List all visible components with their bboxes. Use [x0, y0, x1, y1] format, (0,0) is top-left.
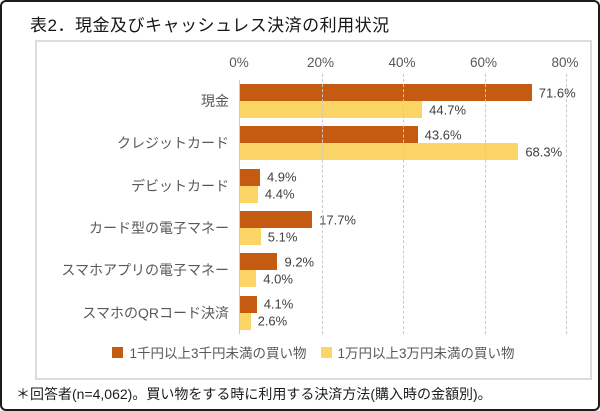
bar-row: 9.2% 4.0% — [240, 249, 566, 291]
axis-tick-label: 40% — [388, 55, 416, 70]
axis-tick-label: 20% — [306, 55, 335, 70]
bar-row: 43.6% 68.3% — [240, 122, 566, 164]
x-axis: 0% 20% 40% 60% 80% — [229, 55, 578, 73]
gridline — [484, 74, 486, 334]
category-label: カード型の電子マネー — [89, 220, 229, 237]
page-title: 表2．現金及びキャッシュレス決済の利用状況 — [30, 16, 390, 35]
legend-label-series-2: 1万円以上3万円未満の買い物 — [337, 346, 515, 361]
bar-series-1 — [240, 126, 418, 144]
value-label: 4.4% — [264, 186, 295, 202]
bar-rows: 71.6% 44.7% 43.6% 68.3% 4.9% 4.4% 17.7% 5.1% 9.2… — [240, 80, 576, 334]
bar-row: 4.1% 2.6% — [240, 292, 566, 334]
gridline — [321, 74, 323, 334]
category-label: クレジットカード — [117, 135, 229, 152]
bar-series-1 — [240, 84, 532, 102]
chart-area: 0% 20% 40% 60% 80% 現金クレジットカードデビットカードカード型の電子マ… — [35, 40, 592, 380]
value-label: 71.6% — [538, 85, 576, 101]
value-label: 17.7% — [319, 212, 356, 228]
axis-tick-label: 80% — [551, 55, 579, 70]
category-label: デビットカード — [131, 177, 229, 194]
bar-series-2 — [240, 270, 257, 288]
bar-series-1 — [240, 211, 313, 229]
bar-row: 4.9% 4.4% — [240, 165, 566, 207]
category-label: 現金 — [201, 93, 229, 110]
gridline — [566, 74, 567, 334]
legend-marker-series-2 — [320, 346, 332, 358]
plot-area: 71.6% 44.7% 43.6% 68.3% 4.9% 4.4% 17.7% 5.1% 9.2… — [239, 74, 576, 334]
gridline — [403, 74, 404, 334]
bar-series-2 — [240, 101, 423, 119]
value-label: 68.3% — [525, 144, 563, 160]
value-label: 9.2% — [284, 254, 315, 270]
category-label: スマホのQRコード決済 — [82, 304, 229, 321]
bar-series-1 — [240, 168, 260, 186]
value-label: 4.0% — [263, 271, 293, 287]
axis-tick-label: 0% — [229, 55, 249, 70]
bar-series-1 — [240, 295, 257, 313]
bar-row: 17.7% 5.1% — [240, 207, 566, 249]
legend-marker-series-1 — [112, 346, 124, 358]
legend: 1千円以上3千円未満の買い物 1万円以上3万円未満の買い物 — [37, 342, 590, 362]
value-label: 5.1% — [267, 229, 298, 245]
value-label: 4.1% — [263, 296, 294, 312]
value-label: 4.9% — [266, 169, 297, 185]
legend-item-series-1: 1千円以上3千円未満の買い物 — [112, 342, 307, 362]
footnote: ＊回答者(n=4,062)。買い物をする時に利用する決済方法(購入時の金額別)。 — [16, 386, 492, 402]
bar-series-2 — [240, 312, 251, 330]
axis-tick-label: 60% — [469, 55, 498, 70]
category-labels: 現金クレジットカードデビットカードカード型の電子マネースマホアプリの電子マネース… — [37, 80, 229, 334]
value-label: 2.6% — [257, 313, 288, 329]
legend-label-series-1: 1千円以上3千円未満の買い物 — [129, 346, 307, 361]
bar-series-2 — [240, 228, 261, 246]
bar-series-2 — [240, 185, 258, 203]
legend-item-series-2: 1万円以上3万円未満の買い物 — [320, 342, 515, 362]
bar-series-1 — [240, 253, 278, 271]
bar-row: 71.6% 44.7% — [240, 80, 576, 122]
value-label: 44.7% — [429, 102, 467, 118]
bar-series-2 — [240, 143, 519, 161]
category-label: スマホアプリの電子マネー — [61, 262, 229, 279]
value-label: 43.6% — [424, 127, 462, 143]
